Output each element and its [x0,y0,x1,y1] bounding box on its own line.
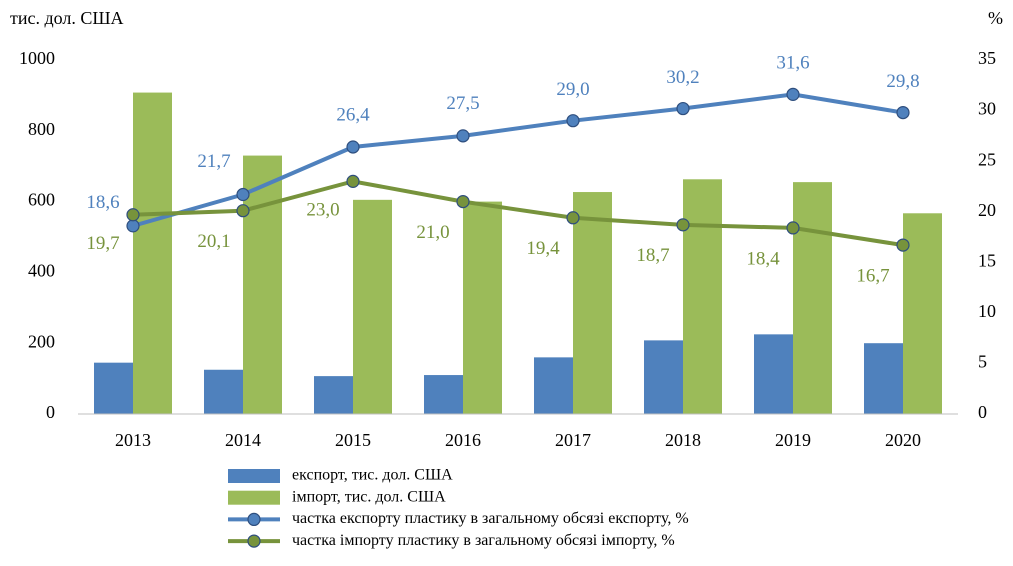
y2-axis-label: % [988,8,1003,28]
line [132,179,904,248]
bar [534,357,573,414]
legend-swatch [247,534,261,548]
x-tick-label: 2017 [555,430,591,450]
x-tick-label: 2016 [445,430,481,450]
bar [903,213,942,414]
x-tick-label: 2014 [225,430,261,450]
legend-label: частка експорту пластику в загальному об… [292,510,689,527]
marker [236,187,250,202]
y-tick-label: 1000 [19,48,55,68]
data-label: 18,7 [636,245,669,266]
data-label: 30,2 [666,67,699,88]
bar [793,182,832,414]
bar [353,199,392,414]
bar [683,179,722,414]
y-tick-label: 0 [46,402,55,422]
bar [573,192,612,414]
y2-tick-label: 0 [978,402,987,422]
marker [456,195,470,209]
data-label: 18,4 [746,248,780,269]
marker [896,238,910,252]
data-label: 29,0 [556,79,589,100]
marker [346,140,360,154]
legend-swatch [228,490,280,505]
data-label: 19,4 [526,238,560,259]
data-label: 26,4 [336,104,370,125]
y-tick-label: 200 [28,331,55,351]
marker [126,219,140,233]
x-tick-label: 2020 [885,430,921,450]
data-label: 29,8 [886,71,919,92]
bar [644,340,683,414]
y2-tick-label: 15 [978,250,996,270]
x-tick-label: 2015 [335,430,371,450]
y-tick-label: 600 [28,190,55,210]
marker [126,208,140,222]
x-tick-label: 2018 [665,430,701,450]
marker [456,129,470,143]
y2-tick-label: 35 [978,48,996,68]
line [132,92,904,228]
marker [346,174,360,188]
data-label: 21,7 [197,151,230,172]
y-axis-label: тис. дол. США [10,8,124,28]
y2-tick-label: 25 [978,149,996,169]
bar [864,343,903,414]
data-label: 20,1 [197,231,230,252]
bar [754,334,793,414]
marker [786,221,800,235]
legend-label: експорт, тис. дол. США [292,467,453,484]
marker [676,218,690,232]
y-tick-label: 800 [28,119,55,139]
y2-tick-label: 30 [978,99,996,119]
data-label: 23,0 [306,200,339,221]
y2-tick-label: 20 [978,200,996,220]
data-label: 21,0 [416,222,449,243]
bar [94,362,133,414]
x-tick-label: 2019 [775,430,811,450]
y2-tick-label: 5 [978,352,987,372]
bar [243,155,282,414]
marker [566,211,580,225]
marker [896,105,910,120]
data-label: 27,5 [446,93,479,114]
data-label: 19,7 [86,233,119,254]
legend-swatch [228,469,280,483]
legend-label: імпорт, тис. дол. США [292,488,446,505]
marker [676,101,690,116]
y2-tick-label: 10 [978,301,996,321]
marker [786,87,800,101]
bar [204,369,243,414]
data-label: 31,6 [776,53,809,74]
bar [424,375,463,414]
legend-swatch [247,512,261,527]
bar [133,92,172,415]
data-label: 18,6 [86,192,119,213]
marker [566,114,580,128]
bar [463,201,502,414]
x-tick-label: 2013 [115,430,151,450]
legend-label: частка імпорту пластику в загальному обс… [292,532,675,549]
y-tick-label: 400 [28,261,55,281]
marker [236,204,250,218]
bar [314,376,353,414]
data-label: 16,7 [856,265,889,286]
